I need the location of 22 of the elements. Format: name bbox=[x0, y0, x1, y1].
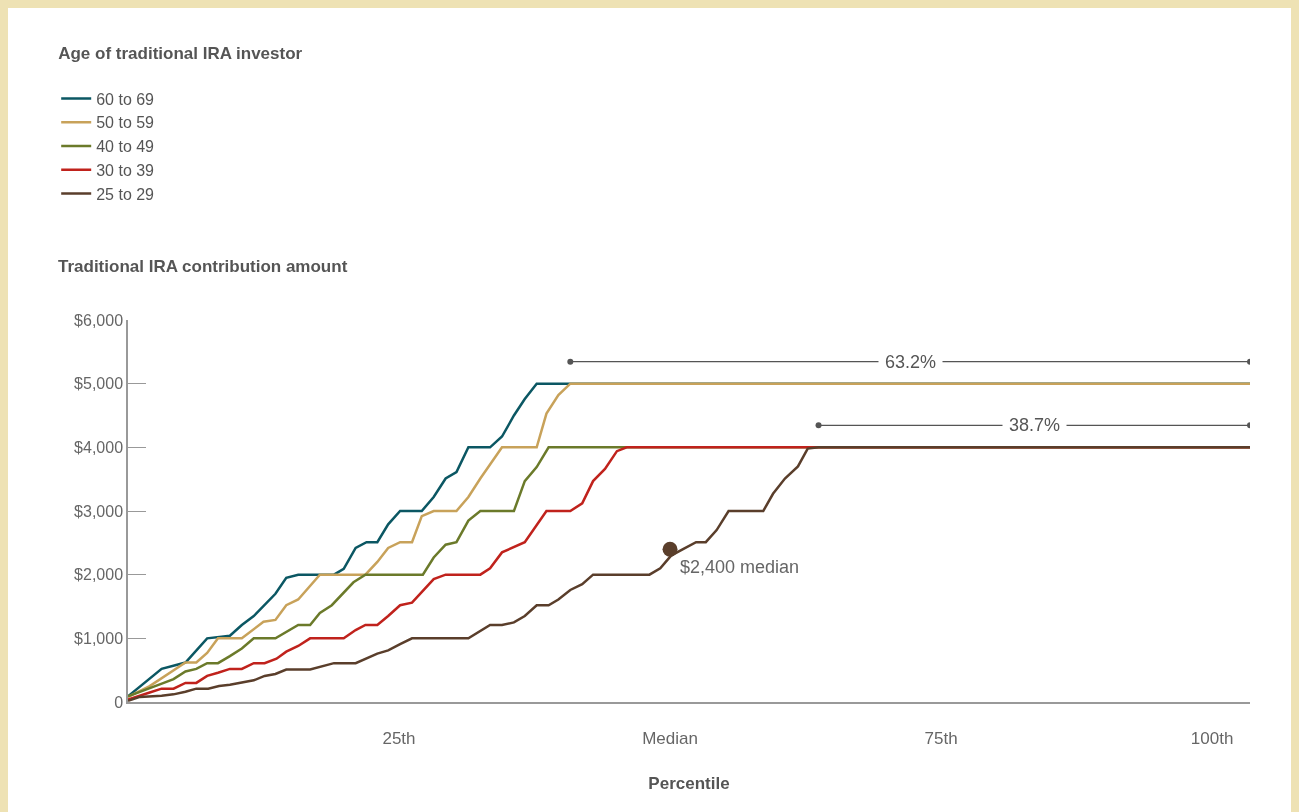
annotation: 63.2% bbox=[885, 352, 937, 372]
y-axis-title: Traditional IRA contribution amount bbox=[58, 257, 348, 276]
y-tick-label: $4,000 bbox=[74, 438, 124, 456]
x-tick-label: Median bbox=[642, 729, 698, 749]
annotation: 38.7% bbox=[1009, 415, 1061, 435]
y-tick-label: $6,000 bbox=[74, 311, 124, 329]
legend-title: Age of traditional IRA investor bbox=[58, 44, 303, 64]
y-tick-label: 0 bbox=[114, 693, 124, 711]
annotation: $2,400 median bbox=[680, 557, 800, 577]
legend-label: 30 to 39 bbox=[96, 162, 155, 180]
x-tick-label: 100th bbox=[1190, 729, 1234, 749]
legend-label: 40 to 49 bbox=[96, 138, 155, 156]
y-tick-label: $3,000 bbox=[74, 502, 124, 520]
x-axis-title: Percentile bbox=[648, 774, 730, 794]
y-tick-label: $1,000 bbox=[74, 629, 124, 647]
y-tick-label: $2,000 bbox=[74, 566, 124, 584]
legend-label: 50 to 59 bbox=[96, 114, 155, 132]
legend-label: 25 to 29 bbox=[96, 185, 155, 203]
y-tick-label: $5,000 bbox=[74, 375, 124, 393]
legend-label: 60 to 69 bbox=[96, 90, 155, 108]
x-tick-label: 25th bbox=[382, 729, 416, 749]
x-tick-label: 75th bbox=[924, 729, 958, 749]
